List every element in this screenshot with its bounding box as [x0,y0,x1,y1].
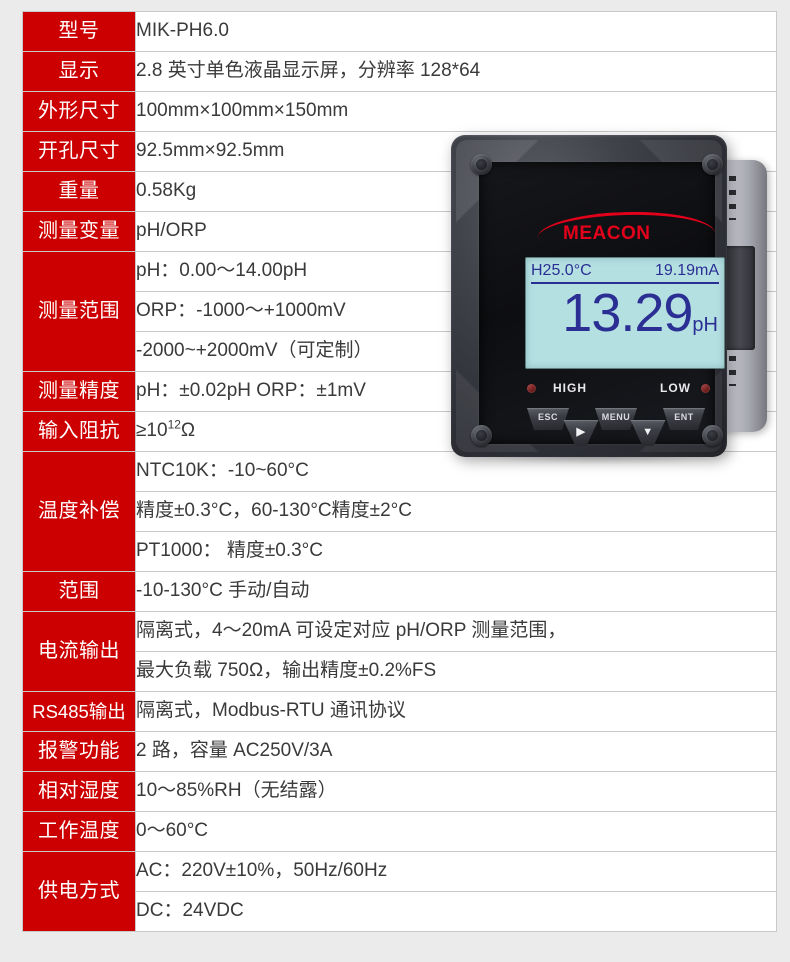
spec-value-current-output-2: 最大负载 750Ω，输出精度±0.2%FS [135,651,777,692]
table-row: 开孔尺寸 92.5mm×92.5mm [22,131,777,172]
spec-value-input-impedance: ≥1012Ω [135,411,777,452]
spec-value-display: 2.8 英寸单色液晶显示屏，分辨率 128*64 [135,51,777,92]
table-row: 电流输出 隔离式，4～20mA 可设定对应 pH/ORP 测量范围， [22,611,777,692]
spec-value-model: MIK-PH6.0 [135,11,777,52]
table-row: 测量精度 pH：±0.02pH ORP：±1mV [22,371,777,412]
spec-table-body: 型号 MIK-PH6.0 显示 2.8 英寸单色液晶显示屏，分辨率 128*64… [22,11,777,932]
spec-value-measuring-range-custom: -2000~+2000mV（可定制） [135,331,777,372]
table-row: 报警功能 2 路，容量 AC250V/3A [22,731,777,772]
specification-table: 型号 MIK-PH6.0 显示 2.8 英寸单色液晶显示屏，分辨率 128*64… [22,11,777,932]
spec-value-tc-accuracy: 精度±0.3°C，60-130°C精度±2°C [135,491,777,532]
spec-value-tc-pt1000: PT1000： 精度±0.3°C [135,531,777,572]
table-row: 输入阻抗 ≥1012Ω [22,411,777,452]
table-row: ORP：-1000～+1000mV [23,291,777,332]
table-row: 温度补偿 NTC10K：-10~60°C [22,451,777,572]
spec-label-range: 范围 [22,571,136,612]
spec-value-operating-temperature: 0～60°C [135,811,777,852]
table-row: 工作温度 0～60°C [22,811,777,852]
spec-label-operating-temperature: 工作温度 [22,811,136,852]
spec-label-current-output: 电流输出 [22,611,136,692]
spec-label-weight: 重量 [22,171,136,212]
impedance-exponent: 12 [167,417,181,432]
spec-label-measuring-range: 测量范围 [22,251,136,372]
table-row: 最大负载 750Ω，输出精度±0.2%FS [23,651,777,692]
spec-label-alarm: 报警功能 [22,731,136,772]
table-row: 相对湿度 10～85%RH（无结露） [22,771,777,812]
spec-value-rs485-output: 隔离式，Modbus-RTU 通讯协议 [135,691,777,732]
spec-value-measured-variable: pH/ORP [135,211,777,252]
spec-value-alarm: 2 路，容量 AC250V/3A [135,731,777,772]
spec-label-input-impedance: 输入阻抗 [22,411,136,452]
table-row: 重量 0.58Kg [22,171,777,212]
spec-value-range: -10-130°C 手动/自动 [135,571,777,612]
spec-label-rs485-output: RS485输出 [22,691,136,732]
table-row: 测量范围 pH：0.00～14.00pH [22,251,777,372]
spec-label-accuracy: 测量精度 [22,371,136,412]
spec-value-cutout: 92.5mm×92.5mm [135,131,777,172]
spec-label-display: 显示 [22,51,136,92]
impedance-suffix: Ω [180,420,196,442]
table-row: 型号 MIK-PH6.0 [22,11,777,52]
spec-value-tc-ntc: NTC10K：-10~60°C [135,451,777,492]
spec-label-measured-variable: 测量变量 [22,211,136,252]
table-row: RS485输出 隔离式，Modbus-RTU 通讯协议 [22,691,777,732]
table-row: DC：24VDC [23,891,777,932]
table-row: -2000~+2000mV（可定制） [23,331,777,372]
spec-label-cutout: 开孔尺寸 [22,131,136,172]
spec-value-accuracy: pH：±0.02pH ORP：±1mV [135,371,777,412]
spec-value-measuring-range-ph: pH：0.00～14.00pH [135,251,777,292]
spec-value-current-output-1: 隔离式，4～20mA 可设定对应 pH/ORP 测量范围， [135,611,777,652]
spec-label-dimensions: 外形尺寸 [22,91,136,132]
table-row: 供电方式 AC：220V±10%，50Hz/60Hz [22,851,777,932]
table-row: 显示 2.8 英寸单色液晶显示屏，分辨率 128*64 [22,51,777,92]
table-row: PT1000： 精度±0.3°C [23,531,777,572]
spec-value-humidity: 10～85%RH（无结露） [135,771,777,812]
table-row: 测量变量 pH/ORP [22,211,777,252]
table-row: 外形尺寸 100mm×100mm×150mm [22,91,777,132]
spec-value-measuring-range-orp: ORP：-1000～+1000mV [135,291,777,332]
spec-value-weight: 0.58Kg [135,171,777,212]
spec-value-power-dc: DC：24VDC [135,891,777,932]
spec-value-power-ac: AC：220V±10%，50Hz/60Hz [135,851,777,892]
impedance-base: ≥10 [136,420,168,442]
spec-label-humidity: 相对湿度 [22,771,136,812]
spec-label-temperature-compensation: 温度补偿 [22,451,136,572]
table-row: 精度±0.3°C，60-130°C精度±2°C [23,491,777,532]
table-row: 范围 -10-130°C 手动/自动 [22,571,777,612]
spec-label-model: 型号 [22,11,136,52]
spec-label-power-supply: 供电方式 [22,851,136,932]
spec-value-dimensions: 100mm×100mm×150mm [135,91,777,132]
